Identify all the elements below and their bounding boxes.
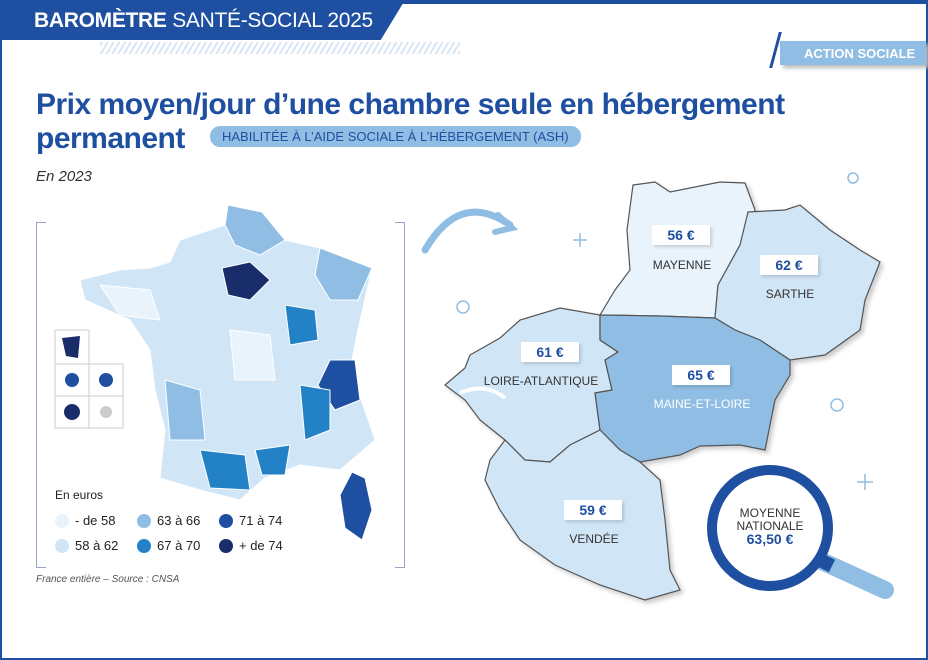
- corsica: [339, 471, 373, 541]
- legend-label: 67 à 70: [157, 538, 201, 553]
- legend-swatch: [219, 538, 233, 553]
- national-line2: NATIONALE: [736, 519, 804, 533]
- dept-maine-et-loire: [594, 314, 791, 463]
- page-title: Prix moyen/jour d’une chambre seule en h…: [36, 88, 785, 156]
- region-med: [254, 444, 291, 476]
- label-sarthe: SARTHE: [765, 287, 815, 301]
- legend-item: - de 58: [55, 513, 115, 528]
- region-south: [199, 449, 251, 491]
- brand-title: BAROMÈTRE SANTÉ-SOCIAL 2025: [34, 9, 373, 33]
- legend-label: 71 à 74: [239, 513, 283, 528]
- region-paris: [221, 261, 271, 301]
- price-sarthe: 62 €: [760, 255, 818, 275]
- dept-sarthe: [714, 204, 881, 361]
- label-vendee: VENDÉE: [569, 532, 619, 546]
- label-mayenne: MAYENNE: [652, 258, 712, 272]
- decorations: [456, 172, 873, 490]
- price-vendee: 59 €: [564, 500, 622, 520]
- source-note: France entière – Source : CNSA: [36, 574, 180, 585]
- loire-river: [459, 386, 507, 400]
- legend-item: 63 à 66: [137, 513, 200, 528]
- label-maine-et-loire: MAINE-ET-LOIRE: [653, 397, 751, 411]
- price-mayenne: 56 €: [652, 225, 710, 245]
- region-north: [224, 204, 286, 256]
- year-label: En 2023: [36, 168, 92, 185]
- hatch-decoration: [100, 42, 460, 54]
- legend-label: - de 58: [75, 513, 116, 528]
- bracket-right: [395, 222, 405, 568]
- overseas-insets: [54, 329, 124, 429]
- magnifier-icon: [707, 465, 894, 599]
- region-rhone: [299, 384, 331, 441]
- legend-swatch: [137, 538, 151, 553]
- legend-swatch: [219, 513, 233, 528]
- guyane: [62, 336, 80, 358]
- ash-tag: HABILITÉE À L’AIDE SOCIALE À L’HÉBERGEME…: [210, 126, 581, 147]
- title-line2: permanent: [36, 122, 185, 155]
- legend-item: 67 à 70: [137, 538, 200, 553]
- legend-label: 63 à 66: [157, 513, 201, 528]
- title-line1: Prix moyen/jour d’une chambre seule en h…: [36, 88, 785, 121]
- region-west: [98, 284, 161, 321]
- legend-swatch: [137, 513, 151, 528]
- france-outline: [79, 204, 376, 501]
- legend-item: 58 à 62: [55, 538, 118, 553]
- region-sw: [164, 379, 206, 441]
- region-burgundy: [284, 304, 319, 346]
- legend-title: En euros: [55, 488, 104, 502]
- section-tag: ACTION SOCIALE: [780, 41, 926, 65]
- region-centre: [229, 329, 276, 381]
- martinique: [99, 373, 113, 387]
- label-loire-atlantique: LOIRE-ATLANTIQUE: [483, 374, 599, 388]
- legend-swatch: [55, 538, 69, 553]
- national-value: 63,50 €: [746, 531, 794, 547]
- legend-item: 71 à 74: [219, 513, 282, 528]
- brand-rest: SANTÉ-SOCIAL 2025: [172, 9, 373, 32]
- price-maine-et-loire: 65 €: [672, 365, 730, 385]
- legend-item: + de 74: [219, 538, 283, 553]
- legend-label: 58 à 62: [75, 538, 119, 553]
- reunion: [64, 404, 80, 420]
- national-average: MOYENNE NATIONALE 63,50 €: [708, 506, 832, 547]
- bracket-left: [36, 222, 46, 568]
- brand-bold: BAROMÈTRE: [34, 9, 167, 32]
- legend-swatch: [55, 513, 69, 528]
- legend-label: + de 74: [239, 538, 283, 553]
- region-east: [314, 247, 373, 301]
- mayotte: [100, 406, 112, 418]
- header-band: [0, 0, 405, 40]
- price-loire-atlantique: 61 €: [521, 342, 579, 362]
- national-line1: MOYENNE: [739, 506, 801, 520]
- guadeloupe: [65, 373, 79, 387]
